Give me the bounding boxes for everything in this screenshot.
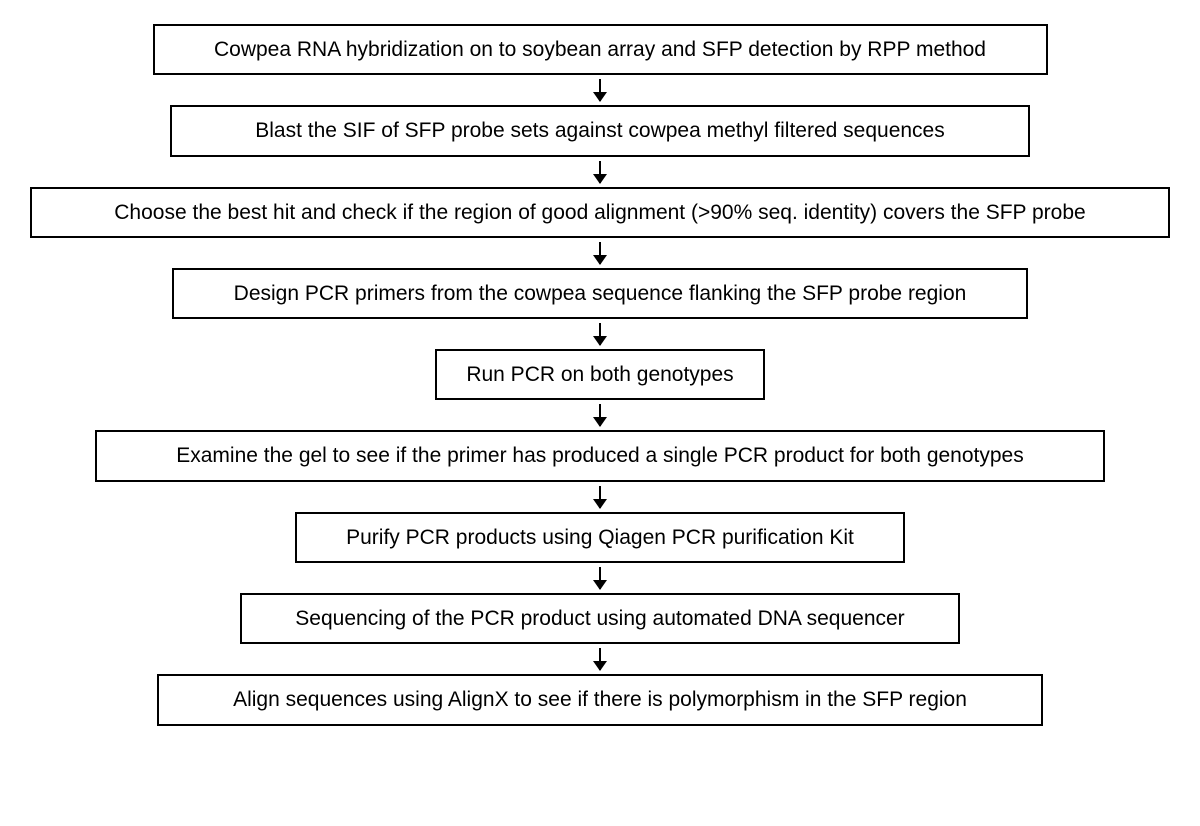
flowchart-step-2: Blast the SIF of SFP probe sets against … <box>170 105 1030 156</box>
step-label: Design PCR primers from the cowpea seque… <box>234 280 967 307</box>
flowchart-step-6: Examine the gel to see if the primer has… <box>95 430 1105 481</box>
step-label: Run PCR on both genotypes <box>466 361 733 388</box>
step-label: Align sequences using AlignX to see if t… <box>233 686 967 713</box>
arrow-icon <box>599 323 601 345</box>
flowchart-step-7: Purify PCR products using Qiagen PCR pur… <box>295 512 905 563</box>
arrow-icon <box>599 648 601 670</box>
flowchart-step-9: Align sequences using AlignX to see if t… <box>157 674 1043 725</box>
arrow-icon <box>599 242 601 264</box>
arrow-icon <box>599 567 601 589</box>
flowchart-step-5: Run PCR on both genotypes <box>435 349 765 400</box>
arrow-icon <box>599 486 601 508</box>
flowchart-step-3: Choose the best hit and check if the reg… <box>30 187 1170 238</box>
flowchart-step-8: Sequencing of the PCR product using auto… <box>240 593 960 644</box>
arrow-icon <box>599 404 601 426</box>
step-label: Sequencing of the PCR product using auto… <box>295 605 904 632</box>
step-label: Choose the best hit and check if the reg… <box>114 199 1085 226</box>
step-label: Purify PCR products using Qiagen PCR pur… <box>346 524 854 551</box>
step-label: Cowpea RNA hybridization on to soybean a… <box>214 36 986 63</box>
arrow-icon <box>599 79 601 101</box>
flowchart-step-1: Cowpea RNA hybridization on to soybean a… <box>153 24 1048 75</box>
step-label: Blast the SIF of SFP probe sets against … <box>255 117 944 144</box>
flowchart-step-4: Design PCR primers from the cowpea seque… <box>172 268 1028 319</box>
arrow-icon <box>599 161 601 183</box>
step-label: Examine the gel to see if the primer has… <box>176 442 1024 469</box>
